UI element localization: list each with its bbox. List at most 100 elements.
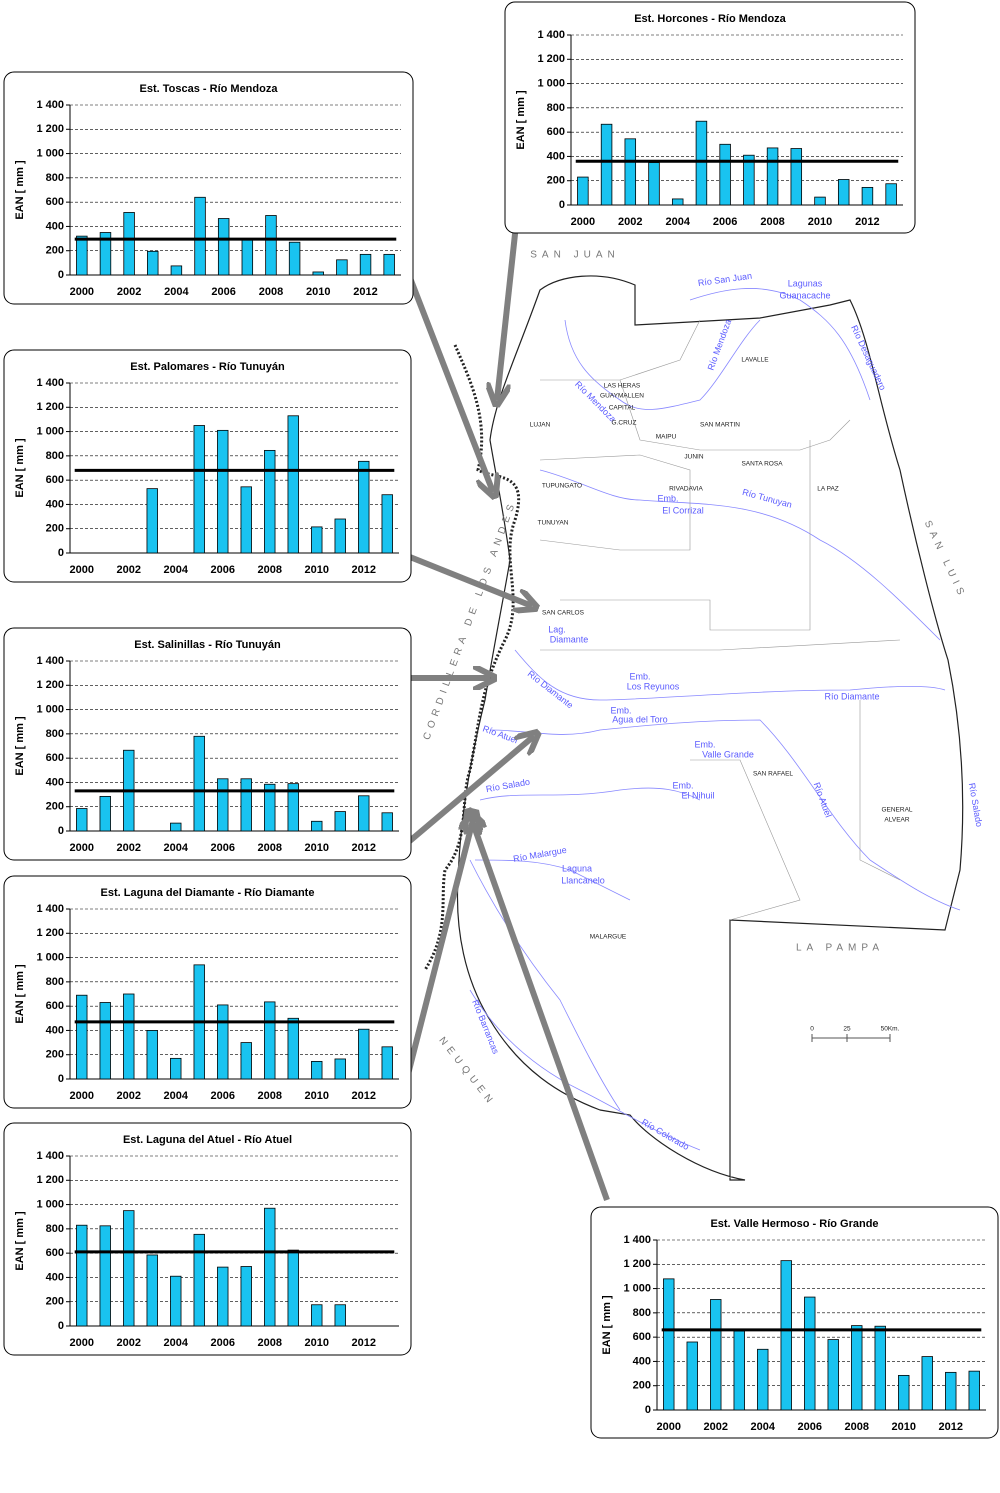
bar — [334, 811, 346, 832]
bar — [76, 994, 88, 1080]
bar — [123, 1210, 135, 1327]
bar — [193, 735, 205, 832]
y-tick-label: 1 000 — [36, 951, 64, 963]
map: SAN JUAN Río San Juan Lagunas Guanacache Río… — [421, 250, 984, 1181]
x-tick-label: 2004 — [164, 564, 189, 576]
map-label: ALVEAR — [884, 817, 909, 824]
map-label: LUJAN — [530, 422, 551, 429]
x-tick-label: 2000 — [70, 1337, 94, 1349]
y-tick-label: 200 — [46, 1296, 64, 1308]
y-tick-label: 0 — [559, 199, 565, 211]
bar — [624, 138, 637, 206]
y-tick-label: 200 — [547, 175, 565, 187]
x-tick-label: 2006 — [211, 842, 235, 854]
chart-frame — [3, 627, 412, 861]
map-label: Lagunas — [788, 278, 823, 288]
y-tick-label: 600 — [547, 126, 565, 138]
y-tick-label: 1 200 — [36, 401, 64, 413]
map-label: SAN JUAN — [530, 250, 619, 261]
map-label: LAS HERAS — [604, 383, 641, 390]
y-tick-label: 1 400 — [36, 655, 64, 667]
map-label: CORDILLERA DE LOS ANDES — [421, 499, 518, 742]
bar — [76, 235, 88, 276]
bar — [123, 212, 135, 276]
y-tick-label: 1 000 — [36, 703, 64, 715]
bar — [334, 518, 346, 554]
map-label: Río Atuel — [481, 723, 519, 745]
map-label: MALARGUE — [590, 934, 627, 941]
chart: Est. Laguna del Diamante - Río Diamante E… — [3, 875, 412, 1109]
y-tick-label: 1 200 — [537, 53, 565, 65]
bar — [921, 1356, 933, 1411]
y-tick-label: 800 — [46, 728, 64, 740]
bar — [710, 1299, 722, 1411]
y-axis-label: EAN [ mm ] — [14, 1211, 26, 1271]
chart: Est. Horcones - Río Mendoza EAN [ mm ] 0 20… — [504, 1, 916, 234]
bar — [99, 1002, 111, 1080]
bar — [193, 1233, 205, 1327]
y-tick-label: 0 — [58, 1320, 64, 1332]
bar — [146, 488, 158, 554]
bar — [170, 265, 183, 276]
y-tick-label: 1 400 — [537, 29, 565, 41]
chart-title: Est. Palomares - Río Tunuyán — [130, 361, 285, 373]
y-tick-label: 1 000 — [36, 1198, 64, 1210]
map-label: 25 — [843, 1026, 851, 1033]
bar — [265, 215, 277, 276]
x-tick-label: 2000 — [657, 1421, 681, 1433]
map-label: SAN CARLOS — [542, 610, 585, 617]
bar — [648, 162, 660, 206]
bar — [695, 120, 708, 206]
bar — [287, 1249, 299, 1327]
bar — [193, 425, 205, 554]
map-label: El Corrizal — [662, 505, 704, 515]
y-tick-label: 200 — [46, 523, 64, 535]
andes-border — [423, 344, 521, 971]
y-tick-label: 200 — [633, 1380, 651, 1392]
bar — [240, 1266, 252, 1327]
map-label: Río Malargue — [512, 845, 567, 864]
bar — [743, 154, 755, 206]
y-tick-label: 800 — [46, 1223, 64, 1235]
x-tick-label: 2000 — [70, 564, 94, 576]
map-label: El Nihuil — [681, 790, 714, 800]
bar — [147, 250, 159, 276]
x-tick-label: 2008 — [258, 564, 282, 576]
bar — [264, 783, 276, 832]
bar — [686, 1341, 698, 1411]
map-label: LA PAMPA — [796, 943, 884, 954]
y-tick-label: 200 — [46, 1049, 64, 1061]
y-tick-label: 0 — [58, 1073, 64, 1085]
map-label: SAN RAFAEL — [753, 771, 793, 778]
y-tick-label: 400 — [46, 776, 64, 788]
bar — [240, 486, 252, 554]
chart-frame — [3, 1122, 412, 1356]
bar — [217, 778, 229, 832]
map-label: Emb. — [694, 739, 715, 749]
chart: Est. Laguna del Atuel - Río Atuel EAN [ m… — [3, 1122, 412, 1356]
x-tick-label: 2012 — [855, 216, 879, 228]
bar — [671, 198, 684, 206]
rivers — [469, 288, 961, 1151]
map-label: Los Reyunos — [627, 681, 680, 691]
bar — [359, 253, 372, 276]
x-tick-label: 2010 — [305, 1090, 329, 1102]
bar — [311, 1304, 323, 1327]
x-tick-label: 2010 — [808, 216, 832, 228]
bar — [827, 1339, 839, 1411]
bar — [264, 1001, 276, 1080]
y-tick-label: 400 — [633, 1355, 651, 1367]
bar — [76, 1224, 88, 1327]
bar — [334, 1304, 346, 1327]
bar — [287, 783, 299, 832]
bar — [814, 196, 826, 206]
map-label: Emb. — [629, 671, 650, 681]
bar — [804, 1296, 816, 1411]
bar — [170, 822, 182, 832]
bar — [358, 460, 370, 554]
chart-frame — [3, 349, 412, 583]
y-tick-label: 800 — [547, 102, 565, 114]
chart-title: Est. Horcones - Río Mendoza — [634, 13, 786, 25]
map-label: Emb. — [610, 705, 631, 715]
y-tick-label: 0 — [645, 1404, 651, 1416]
